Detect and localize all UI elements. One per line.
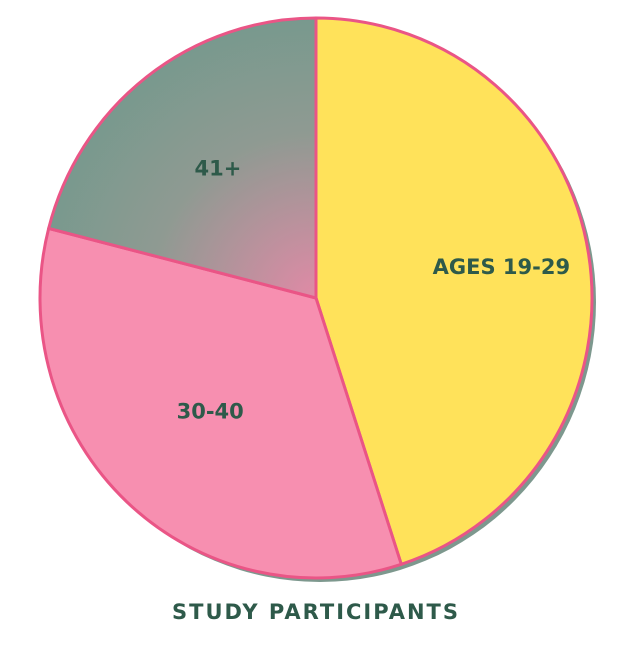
pie-slice-30-40 (38, 226, 403, 580)
pie-slice-41 (47, 16, 318, 300)
slice-label-30-40: 30-40 (177, 399, 244, 423)
slice-label-41: 41+ (194, 157, 241, 181)
pie-slices (38, 16, 594, 580)
chart-title: STUDY PARTICIPANTS (172, 600, 460, 624)
slice-label-ages-19-29: AGES 19-29 (433, 255, 570, 279)
pie-slice-ages-19-29 (314, 16, 594, 566)
pie-labels: AGES 19-29 30-40 41+ (177, 157, 570, 424)
